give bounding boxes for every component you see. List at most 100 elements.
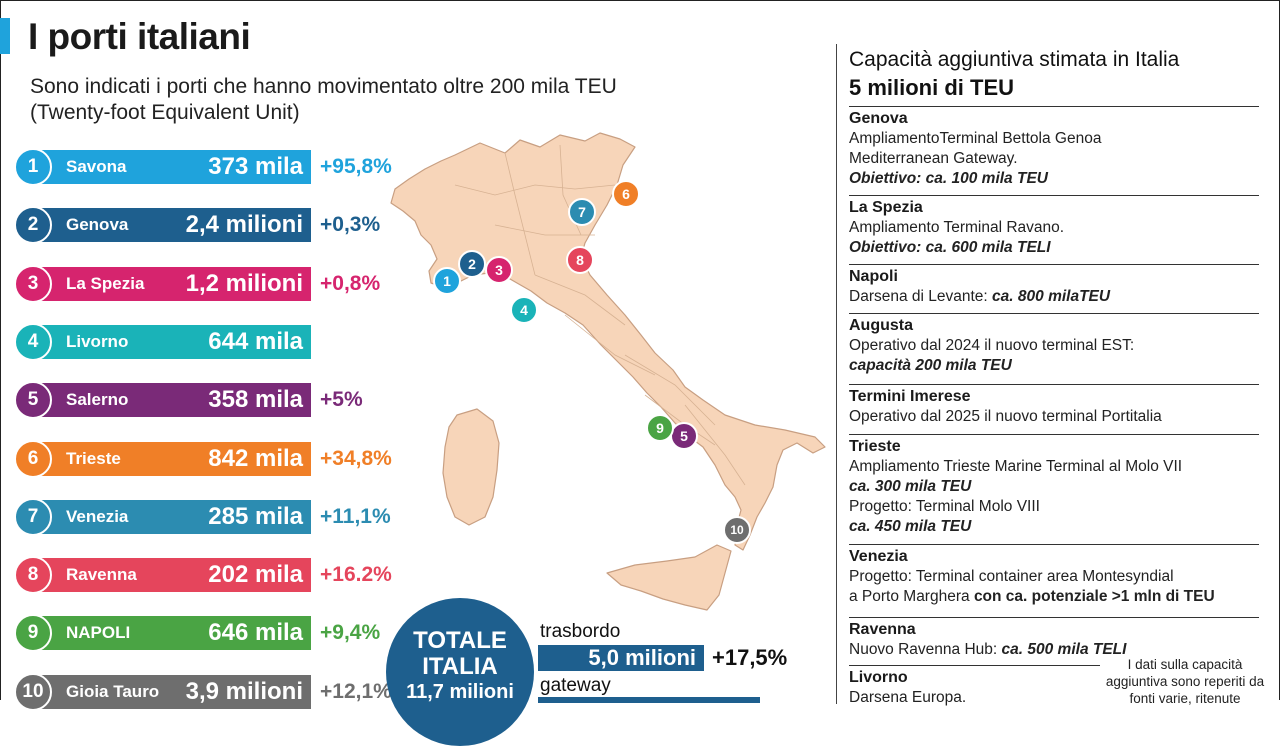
- entry-text: Ampliamento Trieste Marine Terminal al M…: [849, 458, 1183, 475]
- totale-line2: ITALIA: [422, 653, 498, 680]
- capacity-entry: Venezia Progetto: Terminal container area…: [849, 544, 1259, 607]
- entry-highlight: ca. 300 mila TEU: [849, 478, 972, 495]
- sicily-shape: [606, 544, 732, 611]
- map-pin: 9: [646, 414, 674, 442]
- gateway-bar: [538, 697, 760, 703]
- port-row: 3 La Spezia 1,2 milioni +0,8%: [14, 264, 414, 303]
- port-name: NAPOLI: [66, 623, 131, 643]
- port-value: 373 mila: [208, 153, 303, 180]
- port-number-badge: 9: [14, 614, 52, 653]
- entry-title: Trieste: [849, 438, 901, 455]
- entry-title: Livorno: [849, 669, 908, 686]
- port-pct: +0,3%: [320, 213, 381, 237]
- capacity-entry: La Spezia Ampliamento Terminal Ravano. Obi…: [849, 195, 1259, 258]
- port-name: Venezia: [66, 506, 129, 526]
- map-pin: 8: [566, 246, 594, 274]
- port-name: Savona: [66, 157, 127, 176]
- entry-text: Nuovo Ravenna Hub: ca. 500 mila TELI: [849, 641, 1127, 658]
- map-pin: 5: [670, 422, 698, 450]
- port-bar: NAPOLI 646 mila: [36, 616, 311, 651]
- entry-text: Mediterranean Gateway.: [849, 150, 1018, 167]
- port-pct: +16.2%: [320, 563, 392, 587]
- port-row: 10 Gioia Tauro 3,9 milioni +12,1%: [14, 672, 414, 711]
- entry-text: Operativo dal 2025 il nuovo terminal Por…: [849, 408, 1162, 425]
- port-bar: Venezia 285 mila: [36, 499, 311, 534]
- port-bar: Ravenna 202 mila: [36, 558, 311, 593]
- port-number-badge: 2: [14, 206, 52, 245]
- capacity-entry: Genova AmpliamentoTerminal Bettola Genoa M…: [849, 106, 1259, 189]
- port-name: Genova: [66, 215, 129, 235]
- port-row: 9 NAPOLI 646 mila +9,4%: [14, 614, 414, 653]
- trasbordo-pct: +17,5%: [712, 645, 788, 670]
- entry-text: Operativo dal 2024 il nuovo terminal EST…: [849, 337, 1135, 354]
- trasbordo-bar: 5,0 milioni: [538, 645, 704, 671]
- entry-text: AmpliamentoTerminal Bettola Genoa: [849, 130, 1102, 147]
- entry-highlight: con ca. potenziale >1 mln di TEU: [973, 588, 1215, 605]
- port-row: 2 Genova 2,4 milioni +0,3%: [14, 206, 414, 245]
- port-value: 285 mila: [208, 502, 303, 530]
- port-bar: Livorno 644 mila: [36, 324, 311, 359]
- entry-highlight: capacità 200 mila TEU: [849, 357, 1012, 374]
- port-bar: Salerno 358 mila: [36, 383, 311, 418]
- port-row: 4 Livorno 644 mila: [14, 322, 414, 361]
- entry-highlight: ca. 800 milaTEU: [992, 288, 1111, 305]
- port-number-badge: 6: [14, 439, 52, 478]
- port-pct: +9,4%: [320, 621, 381, 645]
- capacity-entry: Augusta Operativo dal 2024 il nuovo termi…: [849, 313, 1259, 376]
- port-pct: +12,1%: [320, 679, 392, 703]
- port-name: La Spezia: [66, 273, 145, 293]
- entry-text: Progetto: Terminal container area Montes…: [849, 568, 1174, 585]
- map-pin: 4: [510, 296, 538, 324]
- port-number-badge: 7: [14, 497, 52, 536]
- entry-title: Napoli: [849, 268, 898, 285]
- port-number-badge: 3: [14, 264, 52, 303]
- port-value: 2,4 milioni: [185, 211, 303, 239]
- capacity-entry: Trieste Ampliamento Trieste Marine Termin…: [849, 434, 1259, 537]
- entry-text: Progetto: Terminal Molo VIII: [849, 498, 1040, 515]
- port-number-badge: 10: [14, 672, 52, 711]
- map-pin: 3: [485, 256, 513, 284]
- port-name: Livorno: [66, 331, 129, 351]
- map-pin: 2: [458, 250, 486, 278]
- capacity-entry: Napoli Darsena di Levante: ca. 800 milaTE…: [849, 264, 1259, 307]
- totale-line1: TOTALE: [413, 627, 507, 654]
- sardinia-shape: [442, 408, 500, 526]
- entry-highlight: Obiettivo: ca. 600 mila TELI: [849, 239, 1051, 256]
- map-pin: 7: [568, 198, 596, 226]
- port-value: 3,9 milioni: [185, 677, 303, 705]
- entry-line: capacità 200 mila TEU: [849, 356, 1259, 376]
- entry-text: Darsena di Levante: ca. 800 milaTEU: [849, 288, 1111, 305]
- source-note: I dati sulla capacità aggiuntiva sono re…: [1100, 656, 1270, 707]
- gateway-label: gateway: [540, 675, 611, 696]
- map-pin: 10: [723, 516, 751, 544]
- port-pct: +11,1%: [320, 504, 391, 528]
- port-value: 646 mila: [208, 619, 303, 647]
- port-bar: La Spezia 1,2 milioni: [36, 266, 311, 301]
- port-value: 202 mila: [208, 561, 303, 589]
- port-row: 7 Venezia 285 mila +11,1%: [14, 497, 414, 536]
- port-row: 5 Salerno 358 mila +5%: [14, 381, 414, 420]
- region-borders: [454, 144, 746, 486]
- capacity-entry: Ravenna Nuovo Ravenna Hub: ca. 500 mila T…: [849, 617, 1259, 660]
- port-value: 644 mila: [208, 327, 303, 355]
- entry-title: Ravenna: [849, 621, 916, 638]
- port-value: 842 mila: [208, 444, 303, 472]
- entry-title: Genova: [849, 110, 908, 127]
- port-name: Salerno: [66, 390, 129, 410]
- page-subtitle: Sono indicati i porti che hanno moviment…: [30, 75, 617, 124]
- entry-line: ca. 300 mila TEU: [849, 477, 1259, 497]
- port-name: Gioia Tauro: [66, 681, 160, 701]
- port-value: 1,2 milioni: [185, 269, 303, 297]
- capacity-entry: Termini Imerese Operativo dal 2025 il nuo…: [849, 384, 1259, 427]
- trasbordo-label: trasbordo: [540, 621, 621, 642]
- italy-map: [390, 132, 826, 611]
- port-bar: Savona 373 mila: [36, 150, 311, 184]
- port-number-badge: 5: [14, 381, 52, 420]
- port-row: 1 Savona 373 mila +95,8%: [14, 148, 414, 186]
- port-row: 6 Trieste 842 mila +34,8%: [14, 439, 414, 478]
- map-pin: 6: [612, 180, 640, 208]
- entry-line: Obiettivo: ca. 100 mila TEU: [849, 169, 1259, 189]
- entry-text: a Porto Marghera con ca. potenziale >1 m…: [849, 588, 1215, 605]
- entry-title: La Spezia: [849, 199, 923, 216]
- port-number-badge: 4: [14, 322, 52, 361]
